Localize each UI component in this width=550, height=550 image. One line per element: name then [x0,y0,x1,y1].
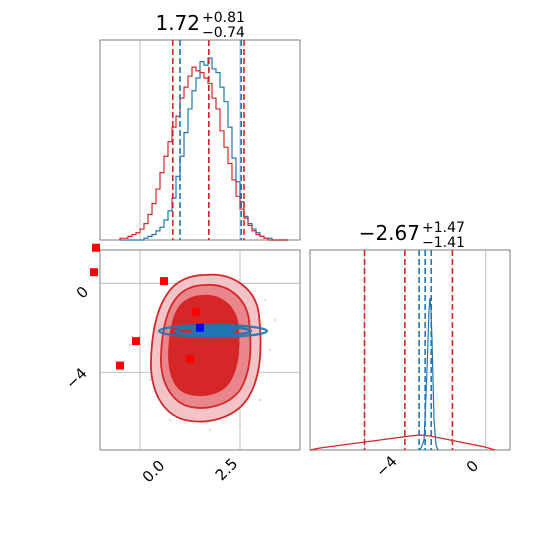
red-marker [132,337,140,346]
hist-x-series-line [119,66,288,241]
x-tick-label: 0 [463,457,482,476]
hist-y-series-red [309,434,496,451]
scatter-point [269,349,271,351]
x-tick-label: −4 [372,452,400,480]
scatter-point [149,379,151,381]
markers [90,243,204,370]
scatter-point [129,344,131,346]
scatter-point [259,399,261,401]
y-tick-label: 0 [73,283,92,302]
hist-x-series [119,57,288,241]
scatter-point [239,424,241,426]
hist-y-title-minus: −1.41 [422,235,465,251]
scatter-point [264,299,266,301]
scatter-point [274,319,276,321]
red-marker [192,308,200,317]
x-tick-label: 0.0 [139,457,169,487]
blue-marker [196,323,204,332]
hist-y-series-blue [419,297,439,451]
hist-x-series-line [120,57,288,241]
red-marker [160,277,168,286]
contour-panel [90,243,301,451]
hist-y-title-value: −2.67 [359,221,420,245]
red-marker [92,243,100,252]
contour-inner-red [168,294,240,397]
hist-y-frame [309,249,511,451]
scatter-point [169,419,171,421]
hist-x-title-plus: +0.81 [202,10,245,26]
scatter-point [209,429,211,431]
red-marker [90,268,98,277]
contour-mid-blue [173,325,253,337]
contour-outer-blue [157,323,269,339]
hist-y-quantile-lines [363,250,454,450]
hist-x-title-value: 1.72 [155,11,200,35]
hist-x-panel: 1.72 +0.81 −0.74 [99,10,301,241]
y-tick-label: −4 [62,364,90,392]
red-marker [116,361,124,370]
red-marker [186,354,194,363]
hist-y-panel: −2.67 +1.47 −1.41 [309,220,511,451]
hist-x-title-minus: −0.74 [202,25,245,41]
hist-y-title-plus: +1.47 [422,220,465,236]
x-tick-label: 2.5 [212,455,242,485]
hist-x-quantile-lines [172,40,245,240]
